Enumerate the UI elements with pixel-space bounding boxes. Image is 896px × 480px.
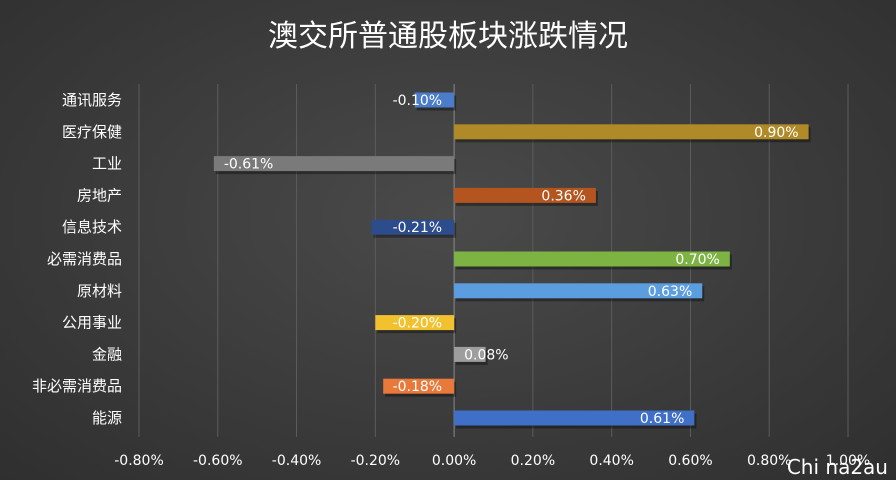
x-tick-label: -0.40% [272, 453, 322, 469]
bar [454, 251, 730, 267]
bar [454, 346, 486, 362]
x-tick-label: -0.60% [193, 453, 243, 469]
category-label: 公用事业 [62, 314, 122, 332]
category-label: 金融 [92, 345, 122, 363]
x-tick-label: 0.60% [668, 453, 712, 469]
category-label: 通讯服务 [62, 91, 122, 109]
data-label: 0.70% [675, 252, 719, 268]
bar [454, 410, 695, 426]
bar [454, 283, 703, 299]
bar [213, 156, 455, 172]
data-label: 0.63% [648, 284, 692, 300]
category-label: 信息技术 [62, 218, 122, 236]
category-label: 工业 [92, 155, 122, 173]
bars: -0.10% 0.90% -0.61% 0.36% -0.21% 0.70% 0.63% -0… [213, 92, 811, 429]
bar [454, 124, 809, 140]
bar [371, 219, 455, 235]
bar [454, 187, 596, 203]
bar [383, 378, 455, 394]
data-label: -0.18% [393, 379, 443, 395]
x-tick-label: 0.00% [432, 453, 476, 469]
chart-title: 澳交所普通股板块涨跌情况 [268, 19, 628, 54]
data-label: -0.21% [393, 220, 443, 236]
data-label: -0.61% [224, 157, 274, 173]
data-label: -0.20% [393, 316, 443, 332]
watermark: Chi na2au [787, 455, 888, 479]
x-tick-labels: -0.80% -0.60% -0.40% -0.20% 0.00% 0.20% 0.40% 0… [114, 453, 870, 469]
x-tick-label: 0.20% [511, 453, 555, 469]
data-label: 0.08% [464, 347, 508, 363]
category-label: 原材料 [77, 282, 122, 300]
x-tick-label: -0.80% [114, 453, 164, 469]
bar [375, 315, 455, 331]
data-label: 0.61% [640, 411, 684, 427]
category-label: 房地产 [77, 186, 122, 204]
data-label: 0.36% [541, 188, 585, 204]
category-label: 医疗保健 [62, 123, 122, 141]
x-tick-label: 0.40% [589, 453, 633, 469]
x-tick-label: 1.00% [826, 453, 870, 469]
x-tick-label: -0.20% [351, 453, 401, 469]
data-label: 0.90% [754, 125, 798, 141]
category-label: 非必需消费品 [32, 377, 122, 395]
category-label: 必需消费品 [47, 250, 122, 268]
bar [414, 92, 455, 108]
data-label: -0.10% [393, 93, 443, 109]
category-label: 能源 [92, 409, 122, 427]
x-tick-label: 0.80% [747, 453, 791, 469]
